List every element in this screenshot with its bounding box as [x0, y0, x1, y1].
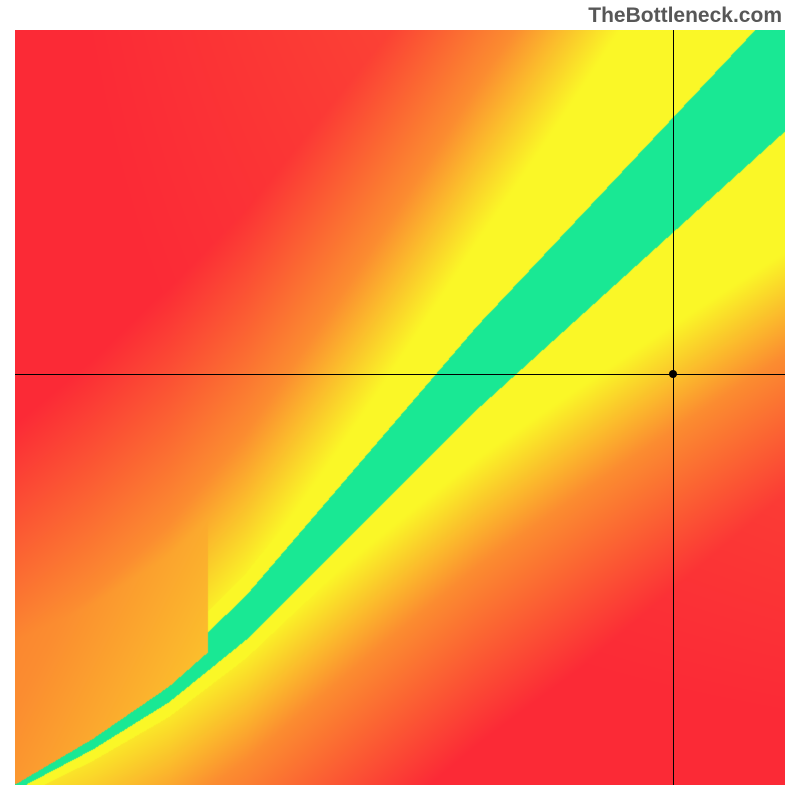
crosshair-vertical: [673, 30, 674, 785]
crosshair-marker-dot: [669, 370, 677, 378]
watermark-text: TheBottleneck.com: [588, 4, 782, 28]
bottleneck-heatmap: [15, 30, 785, 785]
chart-container: TheBottleneck.com: [0, 0, 800, 800]
